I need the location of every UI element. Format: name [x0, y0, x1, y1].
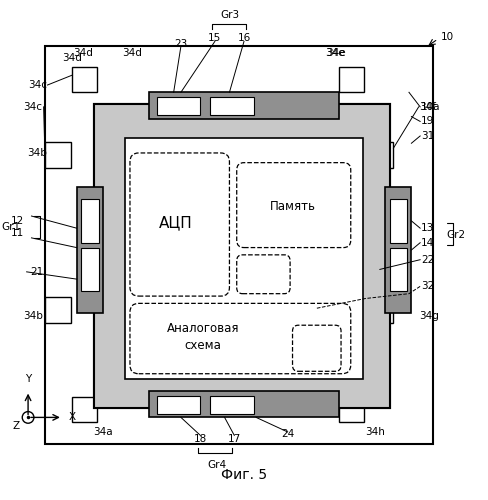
Bar — [72, 66, 98, 92]
Bar — [339, 66, 365, 92]
Text: 34c: 34c — [28, 80, 47, 90]
Bar — [389, 199, 407, 242]
Text: 10a: 10a — [421, 102, 441, 112]
Bar — [94, 104, 389, 408]
Bar — [368, 297, 393, 323]
Text: 13: 13 — [421, 223, 434, 233]
Bar — [210, 97, 254, 114]
Text: 15: 15 — [208, 33, 222, 43]
Bar — [45, 297, 71, 323]
Text: 32: 32 — [421, 282, 434, 292]
Bar — [157, 97, 201, 114]
Bar — [149, 390, 339, 417]
Bar — [72, 396, 98, 422]
Text: 34d: 34d — [122, 48, 142, 58]
Bar — [81, 248, 99, 291]
Text: Gr2: Gr2 — [447, 230, 466, 240]
Bar — [94, 104, 389, 408]
Bar — [385, 187, 411, 313]
Text: 34e: 34e — [326, 48, 346, 58]
Text: Y: Y — [25, 374, 31, 384]
Text: 23: 23 — [174, 39, 187, 49]
Text: АЦП: АЦП — [159, 216, 193, 231]
Bar — [368, 142, 393, 168]
Text: 34b: 34b — [28, 148, 47, 158]
Bar — [210, 396, 254, 413]
Bar — [389, 248, 407, 291]
Text: 34a: 34a — [94, 427, 113, 437]
Text: 34d: 34d — [62, 54, 81, 64]
Text: 34f: 34f — [420, 102, 437, 112]
Text: 21: 21 — [31, 267, 44, 277]
Text: 17: 17 — [228, 434, 241, 444]
Text: 19: 19 — [421, 116, 434, 126]
Bar — [157, 396, 201, 413]
Text: 34e: 34e — [325, 48, 345, 58]
Text: 10: 10 — [441, 32, 454, 42]
Text: Память: Память — [269, 200, 316, 213]
Text: 34d: 34d — [73, 48, 93, 58]
Text: Gr4: Gr4 — [208, 460, 227, 469]
Text: Gr1: Gr1 — [1, 222, 20, 232]
Text: Фиг. 5: Фиг. 5 — [221, 468, 267, 482]
Text: Аналоговая
схема: Аналоговая схема — [166, 322, 239, 352]
Text: 14: 14 — [421, 238, 434, 248]
Text: 31: 31 — [421, 131, 434, 141]
Bar — [77, 187, 103, 313]
Text: 18: 18 — [194, 434, 207, 444]
Bar — [81, 199, 99, 242]
Bar — [125, 138, 363, 378]
Text: 34h: 34h — [365, 427, 385, 437]
Text: 22: 22 — [421, 254, 434, 264]
Text: Gr3: Gr3 — [220, 10, 239, 20]
Text: Z: Z — [12, 422, 20, 432]
Text: X: X — [69, 412, 76, 422]
Bar — [45, 46, 433, 444]
Text: 11: 11 — [11, 228, 24, 238]
Text: 12: 12 — [11, 216, 24, 226]
Text: 34g: 34g — [420, 310, 440, 320]
Bar — [45, 142, 71, 168]
Bar — [339, 396, 365, 422]
Text: 34c: 34c — [23, 102, 42, 112]
Text: 24: 24 — [281, 430, 294, 440]
Bar — [149, 92, 339, 119]
Text: 16: 16 — [237, 33, 251, 43]
Text: 34b: 34b — [23, 310, 42, 320]
